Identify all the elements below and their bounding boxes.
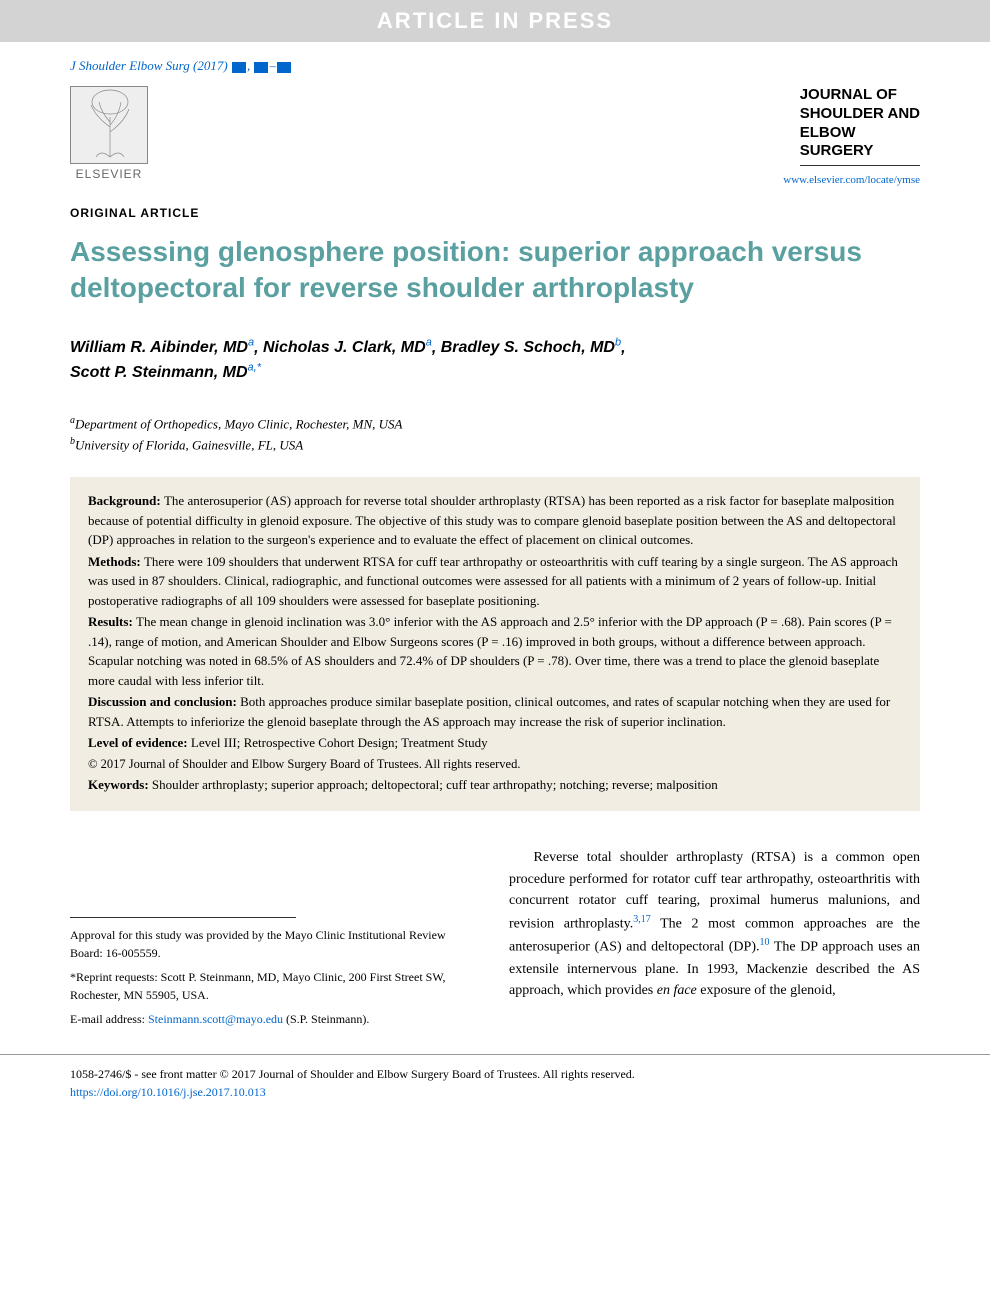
author-4-corr[interactable]: * xyxy=(257,362,261,374)
journal-title: JOURNAL OF SHOULDER AND ELBOW SURGERY xyxy=(800,86,920,166)
author-2-aff[interactable]: a xyxy=(426,337,432,349)
author-4-name: Scott P. Steinmann, MD xyxy=(70,364,248,381)
citation-line: J Shoulder Elbow Surg (2017) , – xyxy=(70,58,920,74)
citation-journal: J Shoulder Elbow Surg xyxy=(70,58,190,73)
jt3: ELBOW xyxy=(800,124,856,141)
abstract-results: Results: The mean change in glenoid incl… xyxy=(88,612,902,690)
aff-b-text: University of Florida, Gainesville, FL, … xyxy=(75,438,303,453)
corresponding-email-link[interactable]: Steinmann.scott@mayo.edu xyxy=(148,1012,283,1026)
abstract-methods: Methods: There were 109 shoulders that u… xyxy=(88,552,902,611)
ref-link-10[interactable]: 10 xyxy=(759,937,769,948)
header-row: ELSEVIER JOURNAL OF SHOULDER AND ELBOW S… xyxy=(70,86,920,188)
abs-bg-text: The anterosuperior (AS) approach for rev… xyxy=(88,493,896,547)
author-list: William R. Aibinder, MDa, Nicholas J. Cl… xyxy=(70,335,920,386)
journal-masthead: JOURNAL OF SHOULDER AND ELBOW SURGERY ww… xyxy=(783,86,920,188)
intro-em: en face xyxy=(657,983,697,998)
author-4-aff[interactable]: a, xyxy=(248,362,257,374)
footer-copyright: 1058-2746/$ - see front matter © 2017 Jo… xyxy=(70,1065,920,1083)
affiliation-a: aDepartment of Orthopedics, Mayo Clinic,… xyxy=(70,413,920,434)
irb-approval-note: Approval for this study was provided by … xyxy=(70,926,481,962)
author-2-name: Nicholas J. Clark, MD xyxy=(263,339,426,356)
abstract-copyright: © 2017 Journal of Shoulder and Elbow Sur… xyxy=(88,755,902,774)
ref-link-3-17[interactable]: 3,17 xyxy=(633,914,651,925)
publisher-name: ELSEVIER xyxy=(70,167,148,181)
abs-kw-text: Shoulder arthroplasty; superior approach… xyxy=(152,777,718,792)
abstract-box: Background: The anterosuperior (AS) appr… xyxy=(70,477,920,811)
jt4: SURGERY xyxy=(800,142,874,159)
affiliation-b: bUniversity of Florida, Gainesville, FL,… xyxy=(70,434,920,455)
abs-methods-text: There were 109 shoulders that underwent … xyxy=(88,554,898,608)
doi-link[interactable]: https://doi.org/10.1016/j.jse.2017.10.01… xyxy=(70,1085,266,1099)
author-1: William R. Aibinder, MDa xyxy=(70,339,254,356)
citation-year: (2017) xyxy=(193,58,228,73)
email-suffix: (S.P. Steinmann). xyxy=(283,1012,369,1026)
page-placeholder-2 xyxy=(277,62,291,73)
author-1-name: William R. Aibinder, MD xyxy=(70,339,248,356)
article-type-label: ORIGINAL ARTICLE xyxy=(70,206,920,220)
reprint-note: *Reprint requests: Scott P. Steinmann, M… xyxy=(70,968,481,1004)
journal-url-link[interactable]: www.elsevier.com/locate/ymse xyxy=(783,174,920,186)
author-4: Scott P. Steinmann, MDa,* xyxy=(70,364,261,381)
abstract-discussion: Discussion and conclusion: Both approach… xyxy=(88,692,902,731)
aff-a-text: Department of Orthopedics, Mayo Clinic, … xyxy=(75,417,402,432)
publisher-logo: ELSEVIER xyxy=(70,86,148,181)
in-press-banner: ARTICLE IN PRESS xyxy=(0,0,990,42)
right-column: Reverse total shoulder arthroplasty (RTS… xyxy=(509,847,920,1034)
page-content: J Shoulder Elbow Surg (2017) , – ELSEVIE… xyxy=(0,42,990,1034)
intro-paragraph: Reverse total shoulder arthroplasty (RTS… xyxy=(509,847,920,1002)
article-title: Assessing glenosphere position: superior… xyxy=(70,234,920,307)
abs-results-text: The mean change in glenoid inclination w… xyxy=(88,614,892,688)
intro-1d: exposure of the glenoid, xyxy=(697,983,836,998)
email-note: E-mail address: Steinmann.scott@mayo.edu… xyxy=(70,1010,481,1028)
jt2: SHOULDER AND xyxy=(800,105,920,122)
abstract-evidence: Level of evidence: Level III; Retrospect… xyxy=(88,733,902,753)
page-placeholder-1 xyxy=(254,62,268,73)
author-3-aff[interactable]: b xyxy=(615,337,621,349)
affiliations: aDepartment of Orthopedics, Mayo Clinic,… xyxy=(70,413,920,455)
body-columns: Approval for this study was provided by … xyxy=(70,847,920,1034)
elsevier-tree-icon xyxy=(70,86,148,164)
reprint-label: *Reprint requests: xyxy=(70,970,161,984)
page-footer: 1058-2746/$ - see front matter © 2017 Jo… xyxy=(0,1054,990,1127)
notes-rule xyxy=(70,917,296,918)
author-3-name: Bradley S. Schoch, MD xyxy=(441,339,615,356)
author-2: Nicholas J. Clark, MDa xyxy=(263,339,432,356)
vol-placeholder xyxy=(232,62,246,73)
abstract-background: Background: The anterosuperior (AS) appr… xyxy=(88,491,902,550)
abs-ev-text: Level III; Retrospective Cohort Design; … xyxy=(191,735,488,750)
abstract-keywords: Keywords: Shoulder arthroplasty; superio… xyxy=(88,775,902,795)
author-3: Bradley S. Schoch, MDb xyxy=(441,339,621,356)
email-label: E-mail address: xyxy=(70,1012,148,1026)
jt1: JOURNAL OF xyxy=(800,86,897,103)
author-1-aff[interactable]: a xyxy=(248,337,254,349)
left-column: Approval for this study was provided by … xyxy=(70,847,481,1034)
